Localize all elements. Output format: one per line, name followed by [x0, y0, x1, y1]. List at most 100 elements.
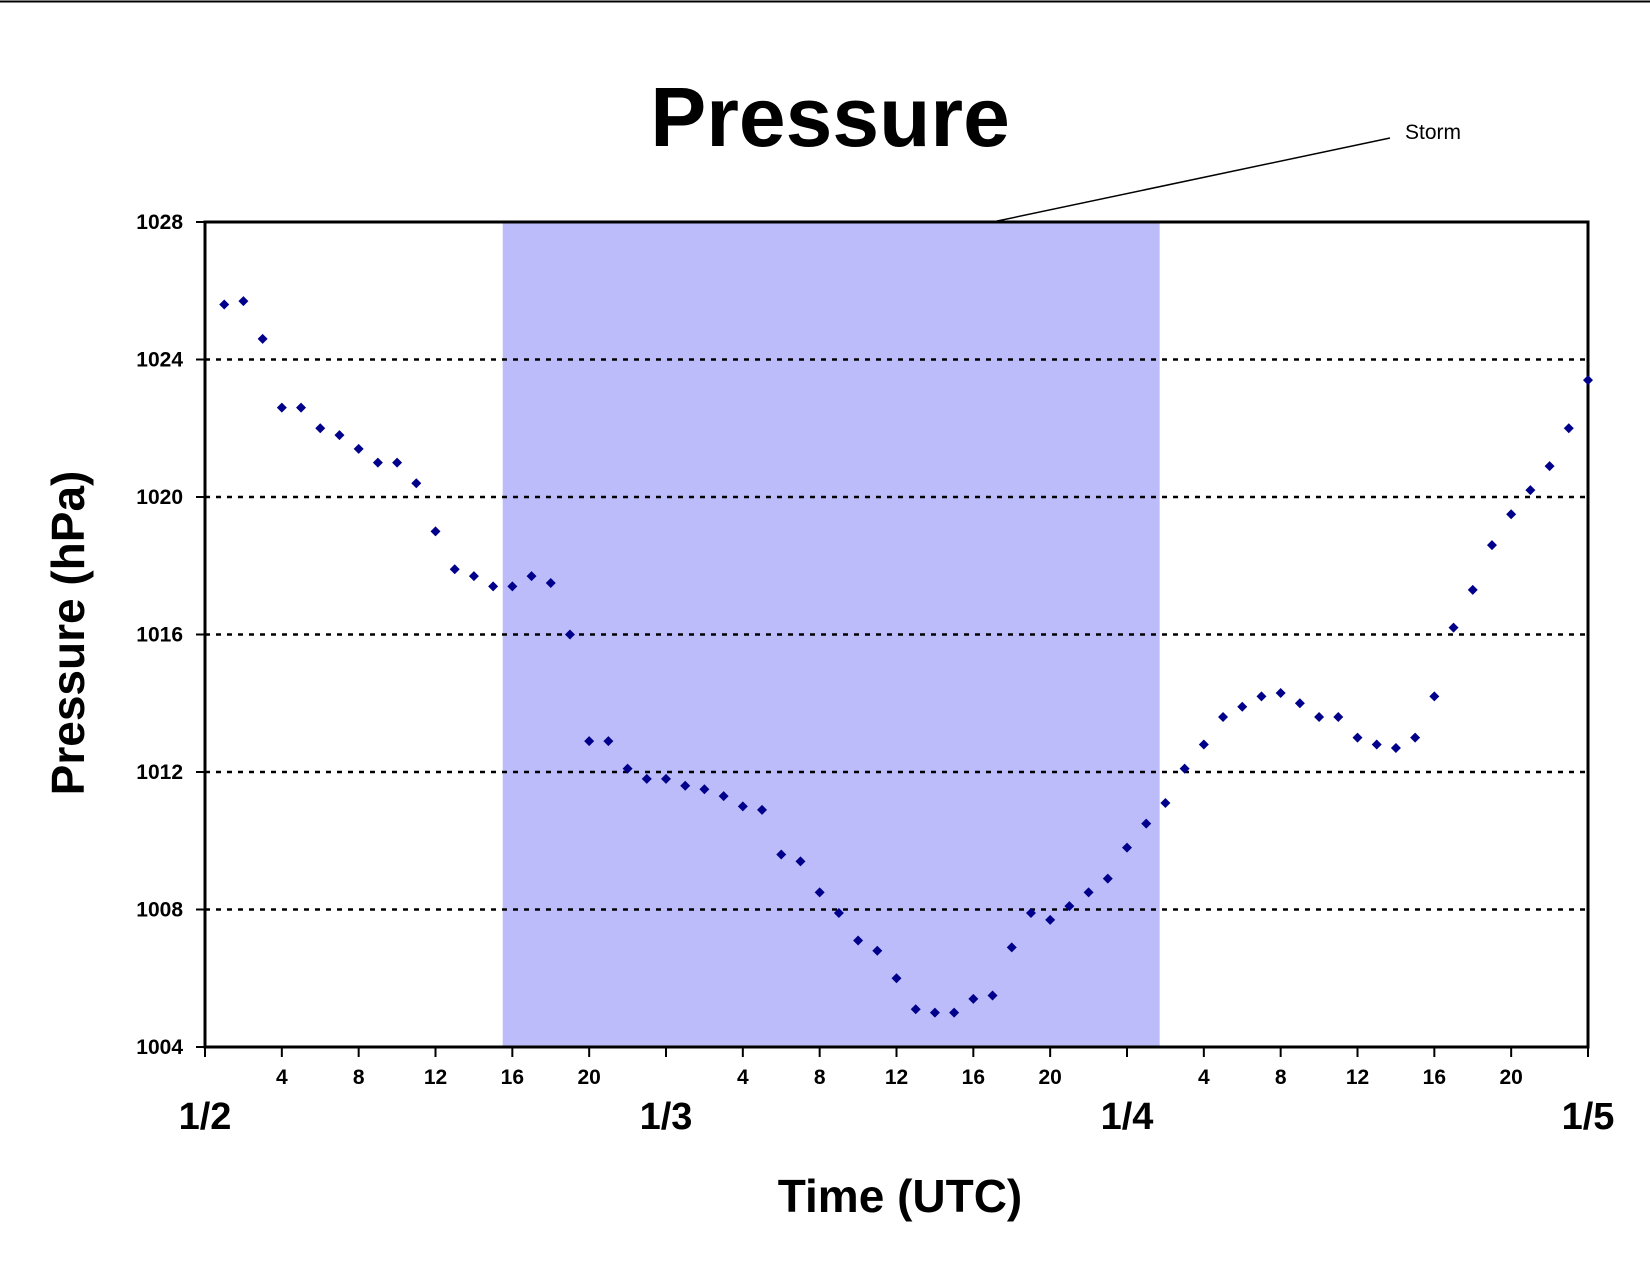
x-tick-label: 8 — [353, 1066, 365, 1089]
data-point — [353, 443, 364, 454]
data-point — [1429, 691, 1440, 702]
data-point — [949, 1007, 960, 1018]
data-point — [1237, 701, 1248, 712]
data-point — [507, 581, 518, 592]
data-point — [795, 856, 806, 867]
data-point — [1486, 540, 1497, 551]
data-point — [1333, 712, 1344, 722]
data-point — [334, 430, 345, 441]
data-point — [1448, 622, 1459, 633]
data-point — [891, 973, 902, 984]
data-points — [219, 296, 1593, 1018]
y-tick-label: 1012 — [136, 761, 183, 784]
data-point — [526, 571, 537, 582]
data-point — [737, 801, 748, 812]
data-point — [1410, 732, 1421, 743]
data-point — [545, 577, 556, 588]
y-tick-label: 1020 — [136, 486, 183, 509]
x-day-label: 1/4 — [1101, 1096, 1154, 1138]
x-day-label: 1/5 — [1562, 1096, 1615, 1138]
x-axis-title: Time (UTC) — [778, 1170, 1023, 1222]
data-point — [564, 629, 575, 640]
data-point — [680, 780, 691, 791]
data-point — [603, 736, 614, 747]
data-point — [1256, 691, 1267, 702]
x-axis-ticks: 4 8 12 16 20 4 8 12 16 20 4 8 12 16 20 1/2 1/3 1/4 1/5 — [179, 1047, 1615, 1138]
data-point — [257, 333, 268, 344]
x-tick-label: 4 — [1198, 1066, 1210, 1089]
data-point — [1064, 901, 1075, 912]
y-tick-label: 1008 — [136, 899, 183, 922]
data-point — [488, 581, 499, 592]
x-tick-label: 4 — [737, 1066, 749, 1089]
data-point — [315, 423, 326, 434]
data-point — [430, 526, 441, 537]
data-point — [1506, 509, 1517, 520]
data-point — [1218, 712, 1229, 722]
data-point — [1045, 914, 1056, 925]
data-point — [833, 907, 844, 918]
y-axis-title: Pressure (hPa) — [42, 471, 94, 796]
data-point — [1314, 712, 1325, 722]
data-point — [276, 402, 287, 413]
data-point — [1371, 739, 1382, 750]
x-day-label: 1/3 — [640, 1096, 693, 1138]
x-tick-label: 8 — [814, 1066, 826, 1089]
data-point — [1006, 942, 1017, 953]
data-point — [929, 1007, 940, 1018]
data-point — [392, 457, 403, 468]
y-tick-label: 1004 — [136, 1036, 183, 1059]
data-point — [1025, 907, 1036, 918]
data-point — [1179, 763, 1190, 774]
data-point — [372, 457, 383, 468]
data-point — [411, 478, 422, 489]
x-tick-label: 20 — [1499, 1066, 1522, 1089]
data-point — [622, 763, 633, 774]
x-tick-label: 4 — [276, 1066, 288, 1089]
x-tick-label: 16 — [1423, 1066, 1446, 1089]
data-point — [718, 791, 729, 802]
data-point — [661, 773, 671, 784]
data-point — [968, 993, 979, 1004]
data-point — [1083, 887, 1094, 898]
data-point — [757, 804, 768, 815]
data-point — [219, 299, 230, 310]
x-tick-label: 16 — [962, 1066, 985, 1089]
y-tick-label: 1016 — [136, 624, 183, 647]
data-point — [238, 296, 249, 307]
data-point — [987, 990, 998, 1001]
x-tick-label: 16 — [501, 1066, 524, 1089]
chart-title: Pressure — [650, 70, 1010, 164]
y-tick-label: 1024 — [136, 349, 183, 372]
data-point — [1467, 584, 1478, 595]
x-tick-label: 12 — [424, 1066, 447, 1089]
data-point — [584, 736, 595, 747]
x-tick-label: 20 — [577, 1066, 600, 1089]
data-point — [641, 773, 652, 784]
y-axis-ticks: 1004 1008 1012 1016 1020 1024 1028 — [136, 211, 205, 1059]
data-point — [1583, 375, 1593, 386]
data-point — [1294, 698, 1305, 709]
x-day-label: 1/2 — [179, 1096, 232, 1138]
data-point — [814, 887, 825, 898]
data-point — [449, 564, 460, 575]
data-point — [776, 849, 787, 860]
data-point — [1544, 461, 1555, 472]
data-point — [1525, 485, 1536, 496]
data-point — [1102, 873, 1113, 884]
x-tick-label: 12 — [1346, 1066, 1369, 1089]
data-point — [1160, 797, 1171, 808]
data-point — [1198, 739, 1209, 750]
data-point — [1141, 818, 1152, 829]
data-point — [699, 784, 710, 795]
data-point — [1122, 842, 1132, 853]
x-tick-label: 12 — [885, 1066, 908, 1089]
data-point — [1563, 423, 1574, 434]
data-point — [1352, 732, 1363, 743]
y-tick-label: 1028 — [136, 211, 183, 234]
storm-annotation-leader — [992, 137, 1391, 223]
data-point — [872, 945, 883, 956]
data-point — [1390, 742, 1401, 753]
x-tick-label: 8 — [1275, 1066, 1287, 1089]
